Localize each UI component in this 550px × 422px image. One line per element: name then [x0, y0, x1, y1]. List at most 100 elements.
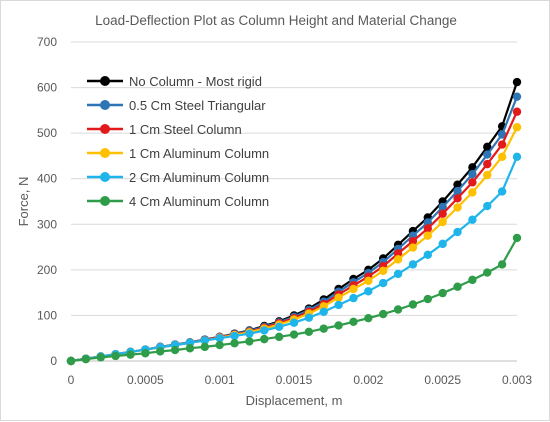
data-point	[274, 332, 284, 342]
data-point	[334, 300, 343, 310]
data-point	[423, 218, 432, 227]
data-point	[423, 294, 432, 304]
legend-label: 1 Cm Aluminum Column	[129, 146, 269, 161]
series-6	[66, 233, 522, 366]
data-point	[453, 203, 462, 212]
legend-item[interactable]: No Column - Most rigid	[87, 74, 262, 89]
data-point	[453, 194, 462, 203]
data-point	[393, 305, 403, 314]
legend[interactable]: No Column - Most rigid 0.5 Cm Steel Trian…	[87, 74, 269, 209]
data-point	[408, 300, 418, 309]
data-point	[304, 327, 314, 337]
y-axis: 0 100 200 300 400 500 600 700	[37, 35, 57, 368]
legend-label: No Column - Most rigid	[129, 74, 262, 89]
data-point	[349, 317, 358, 327]
legend-swatch-marker	[100, 148, 110, 158]
legend-swatch-marker	[100, 172, 110, 182]
data-point	[408, 260, 418, 269]
data-point	[364, 313, 373, 323]
data-point	[438, 209, 447, 219]
y-tick-label: 100	[37, 308, 57, 322]
data-point	[319, 307, 328, 316]
legend-label: 4 Cm Aluminum Column	[129, 194, 269, 209]
x-tick-label: 0.0015	[276, 373, 313, 387]
data-point	[453, 186, 462, 196]
data-point	[215, 340, 224, 350]
data-point	[334, 321, 343, 330]
data-point	[334, 293, 343, 302]
data-point	[349, 293, 358, 303]
data-point	[319, 324, 328, 333]
legend-swatch-marker	[100, 196, 110, 206]
data-point	[483, 201, 492, 211]
y-tick-label: 700	[37, 35, 57, 49]
data-point	[483, 159, 492, 169]
legend-label: 1 Cm Steel Column	[129, 122, 242, 137]
data-point	[468, 275, 477, 285]
legend-swatch-marker	[100, 76, 110, 86]
data-point	[393, 269, 403, 279]
data-point	[468, 178, 477, 187]
data-point	[438, 217, 447, 227]
data-point	[453, 180, 462, 189]
data-point	[408, 236, 418, 246]
data-point	[512, 107, 522, 116]
data-point	[497, 130, 507, 139]
data-point	[289, 330, 299, 339]
data-point	[497, 260, 507, 269]
data-point	[260, 326, 269, 335]
data-point	[438, 202, 447, 212]
data-point	[483, 150, 492, 159]
data-point	[66, 356, 76, 366]
data-point	[468, 169, 477, 179]
legend-label: 0.5 Cm Steel Triangular	[129, 98, 266, 113]
data-point	[468, 215, 477, 224]
data-point	[170, 345, 180, 355]
data-point	[111, 351, 120, 361]
data-point	[423, 250, 432, 260]
data-point	[512, 233, 522, 243]
data-point	[230, 331, 239, 341]
x-tick-label: 0.002	[353, 373, 383, 387]
y-tick-label: 200	[37, 263, 57, 277]
data-point	[156, 347, 165, 356]
data-point	[364, 276, 373, 285]
x-tick-label: 0.0005	[127, 373, 164, 387]
data-point	[96, 353, 105, 362]
legend-item[interactable]: 1 Cm Steel Column	[87, 122, 242, 137]
data-point	[438, 288, 447, 298]
y-tick-label: 0	[50, 354, 57, 368]
data-point	[215, 334, 224, 343]
legend-item[interactable]: 2 Cm Aluminum Column	[87, 170, 269, 185]
x-tick-label: 0.001	[205, 373, 235, 387]
data-point	[379, 278, 388, 288]
data-point	[512, 77, 522, 87]
data-point	[497, 152, 507, 162]
series-line	[70, 237, 518, 363]
legend-item[interactable]: 4 Cm Aluminum Column	[87, 194, 269, 209]
legend-label: 2 Cm Aluminum Column	[129, 170, 269, 185]
data-point	[468, 163, 477, 172]
data-point	[423, 224, 432, 233]
y-tick-label: 300	[37, 217, 57, 231]
series-group	[66, 77, 522, 366]
data-point	[289, 318, 299, 327]
data-point	[200, 336, 209, 345]
data-point	[438, 239, 447, 249]
data-point	[245, 329, 254, 338]
data-point	[512, 92, 522, 101]
y-tick-label: 600	[37, 81, 57, 95]
data-point	[468, 188, 477, 197]
chart-title: Load-Deflection Plot as Column Height an…	[95, 13, 457, 28]
legend-item[interactable]: 0.5 Cm Steel Triangular	[87, 98, 266, 113]
data-point	[393, 249, 403, 258]
data-point	[483, 170, 492, 180]
data-point	[230, 339, 239, 348]
data-point	[453, 282, 462, 291]
legend-swatch-marker	[100, 100, 110, 110]
legend-item[interactable]: 1 Cm Aluminum Column	[87, 146, 269, 161]
data-point	[200, 342, 209, 352]
legend-swatch-marker	[100, 124, 110, 134]
